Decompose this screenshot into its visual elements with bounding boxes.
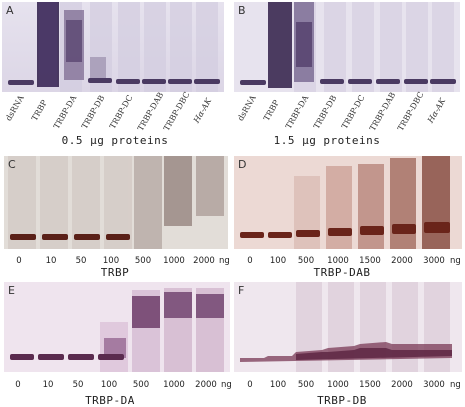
- lane-label: Hα-AK: [426, 96, 448, 125]
- amount-label: 2000: [391, 380, 413, 390]
- gel-image-f: [234, 282, 462, 372]
- panel-e: E 0 10 50 100 500 1000 2000 ng TRBP-DA: [0, 282, 232, 407]
- lane-label: dsRNA: [4, 93, 26, 123]
- lane-label: TRBP-DA: [284, 93, 311, 131]
- unit-label: ng: [221, 380, 232, 390]
- amount-label: 100: [100, 380, 118, 390]
- lane-label: Hα-AK: [192, 96, 214, 125]
- amount-label: 0: [247, 380, 253, 390]
- lane-label: TRBP-DAB: [136, 90, 166, 133]
- gel-image-b: [234, 2, 460, 92]
- amount-label: 500: [297, 256, 315, 266]
- lane-label: TRBP-DC: [108, 93, 135, 131]
- gel-image-e: [4, 282, 230, 372]
- panel-letter-d: D: [238, 158, 247, 171]
- amount-label: 1000: [327, 256, 349, 266]
- panel-d: D 0 100 500 1000 1500 2000 3000 ng TRBP-…: [232, 156, 465, 279]
- panel-c: C 0 10 50 100 500 1000 2000 ng TRBP: [0, 156, 232, 279]
- caption-b: 1.5 μg proteins: [273, 134, 381, 147]
- amount-label: 2000: [195, 380, 217, 390]
- lane-label: TRBP: [262, 98, 282, 123]
- gel-image-a: [2, 2, 224, 92]
- lane-label: TRBP-DAB: [368, 90, 398, 133]
- amount-label: 0: [247, 256, 253, 266]
- lane-label: TRBP-DB: [80, 93, 107, 131]
- lane-label: TRBP-DB: [312, 93, 339, 131]
- panel-a: A dsRNA TRBP TRBP-DA TRBP-DB TRBP-DC TRB…: [0, 0, 228, 150]
- amount-label: 50: [72, 380, 84, 390]
- lane-label: TRBP-DC: [340, 93, 367, 131]
- amount-label: 2000: [391, 256, 413, 266]
- panel-letter-f: F: [238, 284, 245, 297]
- amount-label: 500: [134, 256, 152, 266]
- lane-label: dsRNA: [236, 93, 258, 123]
- amount-label: 1500: [359, 380, 381, 390]
- caption-c: TRBP: [100, 266, 130, 279]
- unit-label: ng: [219, 256, 230, 266]
- amount-label: 500: [132, 380, 150, 390]
- amount-label: 1000: [163, 380, 185, 390]
- panel-letter-e: E: [8, 284, 15, 297]
- panel-letter-c: C: [8, 158, 16, 171]
- gel-image-c: [4, 156, 228, 249]
- amount-label: 100: [269, 256, 287, 266]
- lane-label: TRBP-DA: [52, 93, 79, 131]
- lane-label: TRBP: [30, 98, 50, 123]
- amount-label: 10: [42, 380, 54, 390]
- caption-d: TRBP-DAB: [313, 266, 371, 279]
- caption-a: 0.5 μg proteins: [61, 134, 169, 147]
- amount-label: 10: [45, 256, 57, 266]
- panel-b: B dsRNA TRBP TRBP-DA TRBP-DB TRBP-DC TRB…: [232, 0, 465, 150]
- amount-label: 2000: [193, 256, 215, 266]
- amount-label: 100: [269, 380, 287, 390]
- lane-label: TRBP-DBC: [162, 90, 192, 133]
- amount-label: 3000: [423, 380, 445, 390]
- amount-label: 1000: [327, 380, 349, 390]
- caption-e: TRBP-DA: [85, 394, 135, 407]
- amount-label: 3000: [423, 256, 445, 266]
- panel-f: F 0 100 500 1000 1500 2000 3000 ng TRBP-…: [232, 282, 465, 407]
- amount-label: 0: [16, 256, 22, 266]
- lane-label: TRBP-DBC: [396, 90, 426, 133]
- amount-label: 500: [297, 380, 315, 390]
- amount-label: 50: [75, 256, 87, 266]
- gel-image-d: [234, 156, 462, 249]
- caption-f: TRBP-DB: [317, 394, 367, 407]
- unit-label: ng: [450, 380, 461, 390]
- panel-letter-a: A: [6, 4, 14, 17]
- panel-letter-b: B: [238, 4, 246, 17]
- amount-label: 100: [102, 256, 120, 266]
- unit-label: ng: [450, 256, 461, 266]
- amount-label: 1500: [359, 256, 381, 266]
- amount-label: 0: [15, 380, 21, 390]
- amount-label: 1000: [163, 256, 185, 266]
